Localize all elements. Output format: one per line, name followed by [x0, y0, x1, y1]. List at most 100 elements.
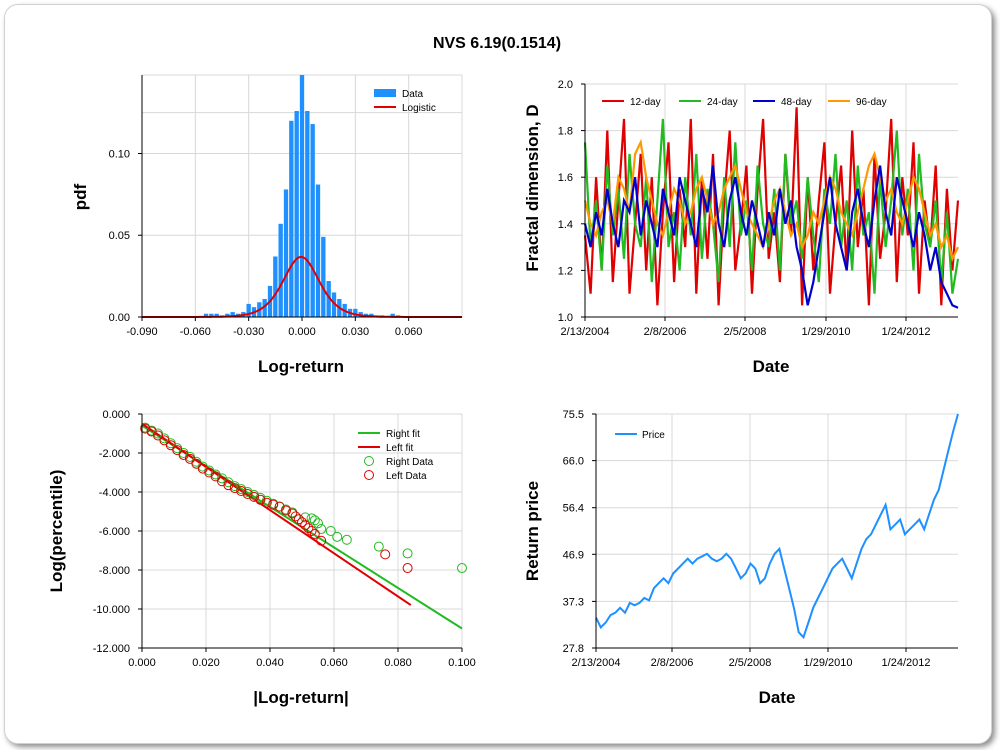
tail-legend: Right fit Left fit Right Data Left Data [358, 429, 434, 482]
legend-label-left-data: Left Data [386, 471, 427, 482]
tail-left-data-point [229, 483, 240, 494]
fractal-ytick-label: 1.2 [558, 265, 573, 277]
fractal-ylabel: Fractal dimension, D [523, 104, 542, 271]
legend-label-price: Price [642, 430, 665, 441]
pdf-bar [230, 312, 235, 317]
tail-left-data-point [306, 526, 317, 536]
tail-left-data-point [191, 458, 202, 469]
pdf-bar [305, 110, 310, 317]
tail-left-data-point [380, 549, 391, 560]
pdf-bar [209, 313, 214, 317]
pdf-bar [283, 189, 289, 317]
tail-ylabel: Log(percentile) [47, 470, 66, 593]
pdf-panel: Log-return pdf -0.090 -0.060 -0.030 0.000 0.… [71, 74, 463, 376]
tail-xlabel: |Log-return| [253, 688, 348, 707]
tail-xtick-label: 0.100 [448, 657, 476, 669]
pdf-ylabel: pdf [71, 183, 90, 210]
legend-swatch-left-data [364, 470, 374, 480]
pdf-bar [353, 308, 358, 317]
pdf-bar [331, 292, 337, 317]
pdf-bar [203, 313, 209, 317]
tail-left-data-point [287, 508, 298, 519]
fractal-series-line-24-day [583, 118, 960, 294]
pdf-bar [299, 75, 305, 317]
fractal-legend-label: 96-day [856, 97, 887, 108]
fractal-series-line-12-day [583, 107, 960, 306]
legend-label-right-fit: Right fit [386, 429, 420, 440]
legend-label-data: Data [402, 89, 424, 100]
tail-ytick-label: -10.000 [93, 604, 130, 616]
tail-right-data-point [332, 531, 343, 542]
fractal-legend-label: 12-day [630, 97, 661, 108]
tail-right-data-point [309, 515, 320, 526]
pdf-xtick-label: -0.060 [180, 326, 211, 338]
tail-left-data-point [402, 563, 413, 574]
pdf-legend: Data Logistic [374, 89, 436, 114]
tail-right-data-point [402, 548, 413, 559]
pdf-xtick-label: 0.060 [395, 326, 423, 338]
price-xtick-label: 1/24/2012 [882, 657, 931, 669]
tail-left-data-point [293, 514, 304, 525]
tail-left-data-point [236, 486, 247, 497]
price-xtick-label: 2/13/2004 [572, 657, 621, 669]
pdf-xtick-label: -0.090 [126, 326, 157, 338]
pdf-ytick-label: 0.00 [109, 312, 130, 324]
pdf-ytick-label: 0.05 [109, 230, 130, 242]
tail-xtick-label: 0.080 [384, 657, 412, 669]
price-xlabel: Date [759, 688, 796, 707]
tail-right-data-point [306, 513, 317, 524]
tail-left-data-point [140, 423, 151, 434]
price-series-line [595, 413, 959, 640]
pdf-bar [262, 299, 267, 317]
pdf-bar [273, 256, 278, 317]
tail-ytick-label: 0.000 [102, 409, 130, 421]
tail-right-data-point [313, 518, 323, 529]
tail-xtick-label: 0.040 [256, 657, 284, 669]
tail-left-data-point [281, 505, 291, 516]
pdf-xtick-label: 0.000 [288, 326, 316, 338]
price-ytick-label: 66.0 [563, 456, 584, 468]
tail-left-data-point [210, 471, 221, 482]
pdf-bar [390, 313, 395, 317]
fractal-xlabel: Date [753, 357, 790, 376]
fractal-ytick-label: 1.6 [558, 172, 573, 184]
tail-left-data-point [153, 430, 163, 441]
tail-xtick-label: 0.000 [128, 657, 156, 669]
tail-left-data-point [223, 480, 234, 491]
fractal-panel: Date Fractal dimension, D 2/13/2004 2/8/2… [523, 79, 960, 376]
fractal-xtick-label: 2/5/2008 [724, 326, 767, 338]
tail-ytick-label: -2.000 [99, 448, 130, 460]
pdf-xtick-label: 0.030 [342, 326, 370, 338]
tail-left-data-point [290, 511, 301, 522]
pdf-bar [225, 313, 230, 317]
tail-right-data-point [457, 563, 467, 574]
legend-swatch-right-data [364, 456, 374, 466]
tail-left-data-point [309, 528, 320, 539]
fractal-ytick-label: 1.4 [558, 219, 573, 231]
pdf-bar [326, 281, 331, 317]
tail-left-data-point [172, 445, 183, 456]
price-ytick-label: 56.4 [563, 503, 584, 515]
pdf-bar [315, 184, 321, 317]
fractal-xtick-label: 1/24/2012 [882, 326, 931, 338]
tail-left-data-point [242, 488, 253, 499]
fractal-series-line-96-day [583, 138, 959, 263]
tail-panel: |Log-return| Log(percentile) 0.000 0.020 0… [47, 409, 476, 707]
tail-right-data-point [325, 526, 336, 536]
legend-label-left-fit: Left fit [386, 443, 413, 454]
pdf-bar [278, 223, 283, 317]
price-xtick-label: 1/29/2010 [804, 657, 853, 669]
figure-title: NVS 6.19(0.1514) [433, 35, 561, 52]
legend-swatch-data [374, 89, 396, 97]
fractal-legend-label: 24-day [707, 97, 738, 108]
pdf-xlabel: Log-return [258, 357, 344, 376]
tail-right-data-point [316, 524, 327, 535]
tail-left-data-point [185, 453, 195, 464]
price-ylabel: Return price [523, 481, 542, 581]
pdf-bar [289, 120, 294, 317]
tail-ytick-label: -12.000 [93, 643, 130, 655]
tail-left-data-point [159, 435, 170, 446]
tail-ytick-label: -8.000 [99, 565, 130, 577]
fractal-xtick-label: 2/13/2004 [561, 326, 610, 338]
price-legend: Price [615, 430, 665, 441]
